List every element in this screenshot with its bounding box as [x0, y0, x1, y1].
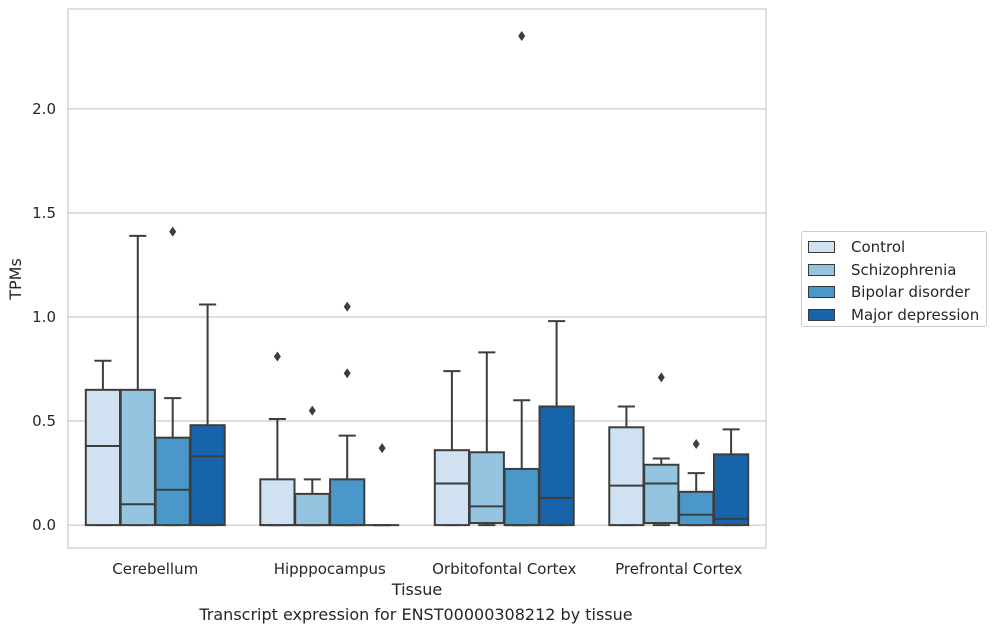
chart-caption: Transcript expression for ENST0000030821…	[199, 605, 633, 624]
outlier-point	[273, 351, 281, 362]
box	[643, 463, 680, 525]
x-tick-label: Cerebellum	[112, 560, 198, 578]
y-tick-labels: 0.0 0.5 1.0 1.5 2.0	[32, 100, 56, 534]
outlier-point	[308, 405, 316, 416]
legend-swatch	[808, 263, 835, 276]
box-series	[84, 31, 750, 527]
legend-label: Major depression	[851, 305, 980, 324]
legend-item-bipolar-disorder: Bipolar disorder	[808, 281, 986, 304]
series-major-depression	[189, 303, 750, 527]
y-tick-label: 0.5	[32, 412, 56, 430]
box	[259, 478, 296, 527]
box	[119, 388, 156, 527]
box	[84, 388, 122, 527]
outlier-point	[657, 372, 665, 383]
legend-swatch	[808, 308, 835, 321]
box	[608, 426, 645, 527]
legend-label: Control	[851, 238, 906, 257]
series-control	[84, 351, 645, 527]
y-tick-label: 1.5	[32, 204, 56, 222]
y-tick-label: 1.0	[32, 308, 56, 326]
box	[154, 436, 191, 527]
y-tick-label: 0.0	[32, 516, 56, 534]
box	[468, 451, 505, 525]
box	[503, 467, 540, 527]
outlier-point	[692, 438, 700, 449]
outlier-point	[518, 31, 526, 42]
legend-label: Schizophrenia	[851, 260, 957, 279]
outlier-point	[169, 226, 177, 237]
x-tick-label: Prefrontal Cortex	[615, 560, 742, 578]
x-tick-label: Orbitofontal Cortex	[432, 560, 576, 578]
plot-frame	[67, 8, 767, 549]
x-tick-label: Hipppocampus	[274, 560, 386, 578]
box	[678, 490, 715, 527]
box	[294, 492, 331, 527]
outlier-point	[343, 301, 351, 312]
legend-label: Bipolar disorder	[851, 283, 970, 302]
x-axis-label: Tissue	[391, 580, 442, 599]
box	[538, 405, 575, 527]
series-schizophrenia	[119, 234, 680, 527]
legend-swatch	[808, 286, 835, 299]
legend-swatch	[808, 241, 835, 254]
legend: Control Schizophrenia Bipolar disorder M…	[801, 231, 987, 327]
box	[329, 478, 366, 527]
legend-item-major-depression: Major depression	[808, 304, 986, 327]
x-tick-labels: Cerebellum Hipppocampus Orbitofontal Corte…	[112, 560, 742, 578]
legend-item-control: Control	[808, 236, 986, 259]
box	[189, 424, 226, 527]
y-tick-label: 2.0	[32, 100, 56, 118]
y-axis-label: TPMs	[6, 258, 25, 301]
outlier-point	[343, 368, 351, 379]
outlier-point	[378, 443, 386, 454]
legend-item-schizophrenia: Schizophrenia	[808, 259, 986, 282]
grid-lines	[68, 108, 766, 526]
box	[712, 453, 750, 527]
box	[433, 449, 471, 527]
series-bipolar-disorder	[154, 31, 715, 527]
